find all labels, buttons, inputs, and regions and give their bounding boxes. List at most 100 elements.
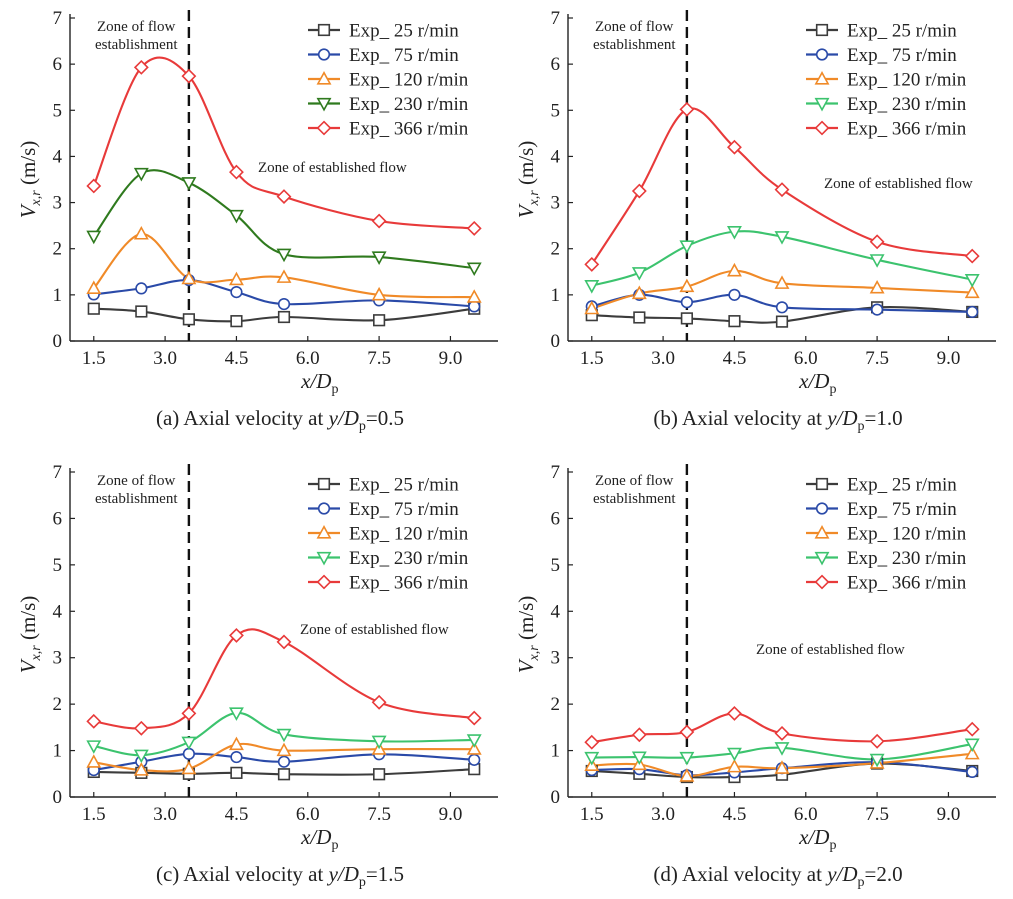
data-point bbox=[135, 305, 148, 318]
legend-marker bbox=[815, 502, 829, 515]
x-tick-label: 4.5 bbox=[225, 348, 249, 369]
data-point bbox=[133, 225, 149, 240]
y-tick-label: 1 bbox=[551, 741, 561, 762]
y-tick-label: 7 bbox=[551, 8, 561, 29]
data-point bbox=[229, 627, 244, 643]
chart-panel-4: 0 1 2 3 4 5 6 7 1.5 3.0 4.5 6.0 7.5 9.0 Vx,r (m/s) x/Dp… bbox=[514, 462, 996, 890]
data-point bbox=[228, 271, 244, 286]
chart-panel-3: 0 1 2 3 4 5 6 7 1.5 3.0 4.5 6.0 7.5 9.0 Vx,r (m/s) x/Dp… bbox=[16, 462, 498, 890]
data-point bbox=[181, 177, 197, 191]
y-tick-label: 4 bbox=[551, 601, 561, 622]
data-point bbox=[871, 303, 884, 316]
legend-entry: Exp_ 75 r/min bbox=[349, 45, 459, 66]
y-tick-label: 2 bbox=[53, 239, 63, 260]
data-point bbox=[633, 311, 646, 324]
legend-marker bbox=[815, 23, 829, 37]
y-tick-label: 6 bbox=[551, 54, 561, 75]
y-tick-label: 5 bbox=[551, 100, 561, 121]
annotation-flow-establishment: establishment bbox=[95, 491, 178, 507]
data-point bbox=[679, 724, 695, 740]
legend-entry: Exp_ 25 r/min bbox=[847, 21, 957, 42]
data-point bbox=[230, 766, 243, 779]
legend-marker bbox=[317, 48, 331, 61]
data-point bbox=[371, 735, 387, 750]
data-point bbox=[228, 209, 244, 224]
data-point bbox=[679, 751, 695, 766]
legend-entry: Exp_ 120 r/min bbox=[349, 70, 469, 91]
x-tick-label: 9.0 bbox=[439, 804, 463, 825]
legend-marker bbox=[814, 525, 830, 539]
x-tick-label: 7.5 bbox=[367, 348, 391, 369]
annotation-flow-establishment: Zone of flow bbox=[595, 473, 673, 489]
y-tick-label: 4 bbox=[53, 146, 63, 167]
data-point bbox=[726, 262, 742, 277]
data-point bbox=[680, 312, 693, 325]
annotation-flow-establishment: establishment bbox=[593, 37, 676, 53]
y-tick-label: 3 bbox=[551, 193, 561, 214]
data-point bbox=[728, 315, 741, 328]
legend-entry: Exp_ 366 r/min bbox=[847, 573, 967, 594]
data-point bbox=[181, 760, 197, 775]
y-tick-label: 0 bbox=[53, 331, 63, 352]
x-tick-label: 4.5 bbox=[723, 804, 747, 825]
data-point bbox=[276, 634, 292, 650]
series-line bbox=[92, 232, 475, 299]
y-tick-label: 4 bbox=[53, 601, 63, 622]
data-point bbox=[726, 226, 742, 240]
data-point bbox=[133, 762, 149, 776]
data-point bbox=[277, 755, 291, 768]
data-point bbox=[774, 760, 790, 774]
legend-entry: Exp_ 75 r/min bbox=[349, 499, 459, 520]
data-point bbox=[133, 167, 149, 182]
legend-marker bbox=[317, 477, 331, 491]
x-tick-label: 1.5 bbox=[82, 804, 106, 825]
data-point bbox=[371, 286, 387, 301]
legend-marker bbox=[316, 574, 332, 590]
data-point bbox=[373, 314, 386, 327]
x-tick-label: 6.0 bbox=[296, 348, 320, 369]
data-point bbox=[228, 707, 244, 721]
data-point bbox=[775, 301, 789, 314]
data-point bbox=[276, 248, 292, 263]
data-point bbox=[276, 742, 292, 757]
legend-entry: Exp_ 120 r/min bbox=[847, 524, 967, 545]
legend-marker bbox=[316, 525, 332, 539]
data-point bbox=[181, 705, 197, 721]
y-tick-label: 1 bbox=[551, 285, 561, 306]
data-point bbox=[964, 745, 980, 760]
y-tick-label: 6 bbox=[53, 508, 63, 529]
annotation-flow-establishment: Zone of flow bbox=[97, 473, 175, 489]
data-point bbox=[466, 220, 482, 236]
y-axis-label: Vx,r (m/s) bbox=[514, 141, 542, 219]
y-axis-label: Vx,r (m/s) bbox=[514, 596, 542, 674]
y-tick-label: 7 bbox=[551, 462, 561, 483]
y-axis-label: Vx,r (m/s) bbox=[16, 141, 44, 219]
data-point bbox=[869, 279, 885, 294]
data-point bbox=[86, 280, 102, 294]
x-tick-label: 4.5 bbox=[723, 348, 747, 369]
data-point bbox=[679, 240, 695, 254]
data-point bbox=[869, 753, 885, 768]
data-point bbox=[631, 727, 647, 743]
x-tick-label: 4.5 bbox=[225, 804, 249, 825]
data-point bbox=[869, 234, 885, 250]
data-point bbox=[277, 297, 291, 311]
legend-entry: Exp_ 230 r/min bbox=[847, 94, 967, 115]
data-point bbox=[276, 728, 292, 743]
data-point bbox=[584, 751, 600, 766]
data-point bbox=[86, 178, 102, 194]
annotation-established-flow: Zone of established flow bbox=[756, 642, 905, 658]
y-tick-label: 5 bbox=[53, 555, 63, 576]
data-point bbox=[133, 749, 149, 764]
y-tick-label: 2 bbox=[551, 694, 561, 715]
data-point bbox=[371, 213, 387, 229]
data-point bbox=[728, 288, 741, 301]
x-tick-label: 9.0 bbox=[937, 348, 961, 369]
x-tick-label: 3.0 bbox=[651, 348, 675, 369]
legend-marker bbox=[814, 97, 830, 112]
data-point bbox=[964, 284, 980, 299]
data-point bbox=[228, 736, 244, 751]
y-tick-label: 5 bbox=[551, 555, 561, 576]
annotation-flow-establishment: Zone of flow bbox=[97, 19, 175, 35]
